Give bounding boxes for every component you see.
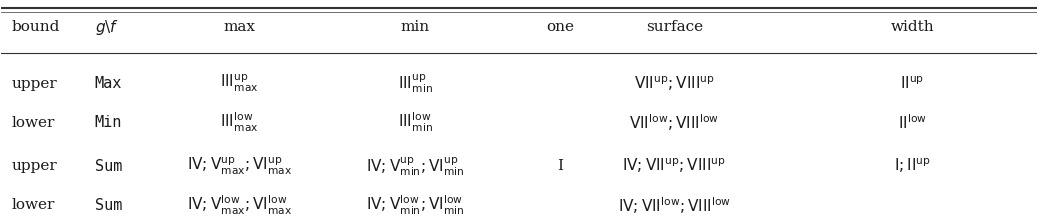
Text: min: min [401, 20, 430, 34]
Text: $\mathrm{VII}^{\mathrm{low}}\mathrm{;VIII}^{\mathrm{low}}$: $\mathrm{VII}^{\mathrm{low}}\mathrm{;VII… [629, 112, 719, 133]
Text: $\mathrm{IV;VII}^{\mathrm{low}}\mathrm{;VIII}^{\mathrm{low}}$: $\mathrm{IV;VII}^{\mathrm{low}}\mathrm{;… [618, 195, 731, 215]
Text: $\mathrm{IV;V}^{\mathrm{up}}_{\mathrm{min}}\mathrm{;VI}^{\mathrm{up}}_{\mathrm{m: $\mathrm{IV;V}^{\mathrm{up}}_{\mathrm{mi… [366, 155, 465, 177]
Text: one: one [546, 20, 574, 34]
Text: $\mathrm{III}^{\mathrm{up}}_{\mathrm{max}}$: $\mathrm{III}^{\mathrm{up}}_{\mathrm{max… [220, 73, 258, 94]
Text: max: max [223, 20, 255, 34]
Text: Min: Min [94, 115, 121, 130]
Text: Max: Max [94, 76, 121, 91]
Text: $\mathrm{III}^{\mathrm{up}}_{\mathrm{min}}$: $\mathrm{III}^{\mathrm{up}}_{\mathrm{min… [398, 72, 433, 95]
Text: $\mathrm{VII}^{\mathrm{up}}\mathrm{;VIII}^{\mathrm{up}}$: $\mathrm{VII}^{\mathrm{up}}\mathrm{;VIII… [634, 74, 715, 93]
Text: Sum: Sum [94, 159, 121, 174]
Text: $\mathrm{IV;V}^{\mathrm{low}}_{\mathrm{max}}\mathrm{;VI}^{\mathrm{low}}_{\mathrm: $\mathrm{IV;V}^{\mathrm{low}}_{\mathrm{m… [187, 194, 292, 217]
Text: $\mathrm{IV;VII}^{\mathrm{up}}\mathrm{;VIII}^{\mathrm{up}}$: $\mathrm{IV;VII}^{\mathrm{up}}\mathrm{;V… [623, 157, 727, 175]
Text: bound: bound [11, 20, 60, 34]
Text: $\mathrm{II}^{\mathrm{up}}$: $\mathrm{II}^{\mathrm{up}}$ [900, 76, 925, 92]
Text: $\mathrm{III}^{\mathrm{low}}_{\mathrm{min}}$: $\mathrm{III}^{\mathrm{low}}_{\mathrm{mi… [398, 111, 433, 134]
Text: upper: upper [11, 159, 57, 173]
Text: surface: surface [646, 20, 703, 34]
Text: I: I [557, 159, 564, 173]
Text: upper: upper [11, 77, 57, 91]
Text: $g\backslash f$: $g\backslash f$ [94, 18, 118, 37]
Text: $\mathrm{IV;V}^{\mathrm{up}}_{\mathrm{max}}\mathrm{;VI}^{\mathrm{up}}_{\mathrm{m: $\mathrm{IV;V}^{\mathrm{up}}_{\mathrm{ma… [187, 156, 292, 177]
Text: $\mathrm{II}^{\mathrm{low}}$: $\mathrm{II}^{\mathrm{low}}$ [898, 113, 927, 132]
Text: lower: lower [11, 198, 55, 212]
Text: $\mathrm{I;II}^{\mathrm{up}}$: $\mathrm{I;II}^{\mathrm{up}}$ [894, 157, 931, 175]
Text: $\mathrm{IV;V}^{\mathrm{low}}_{\mathrm{min}}\mathrm{;VI}^{\mathrm{low}}_{\mathrm: $\mathrm{IV;V}^{\mathrm{low}}_{\mathrm{m… [366, 194, 465, 217]
Text: width: width [891, 20, 934, 34]
Text: lower: lower [11, 116, 55, 130]
Text: $\mathrm{III}^{\mathrm{low}}_{\mathrm{max}}$: $\mathrm{III}^{\mathrm{low}}_{\mathrm{ma… [220, 111, 258, 134]
Text: Sum: Sum [94, 198, 121, 213]
